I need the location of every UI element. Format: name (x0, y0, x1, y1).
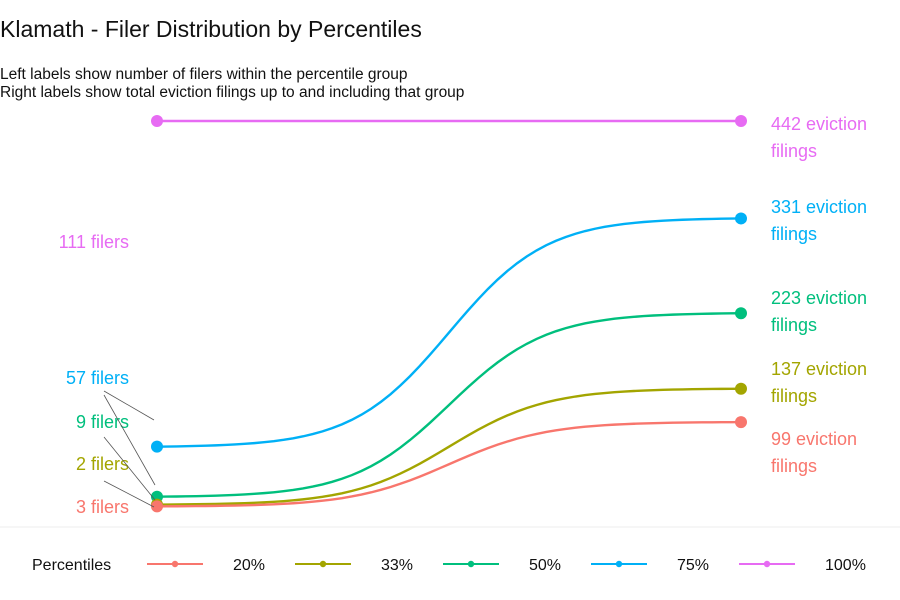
right-label-75-line-1: 331 eviction (771, 197, 867, 217)
legend-key-point-20 (171, 560, 179, 568)
left-label-100: 111 filers (59, 232, 129, 252)
leader-line-33 (103, 436, 156, 501)
legend-label-75: 75% (677, 557, 709, 574)
legend-label-33: 33% (381, 557, 413, 574)
subtitle-line-1: Left labels show number of filers within… (0, 66, 408, 83)
legend-label-50: 50% (529, 557, 561, 574)
legend-key-point-50 (467, 560, 475, 568)
right-label-33-line-2: filings (771, 386, 817, 406)
point-right-75 (735, 212, 747, 225)
right-label-33-line-1: 137 eviction (771, 359, 867, 379)
right-label-75-line-2: filings (771, 224, 817, 244)
chart-title: Klamath - Filer Distribution by Percenti… (0, 16, 422, 42)
point-left-100 (151, 115, 163, 127)
subtitle-line-2: Right labels show total eviction filings… (0, 84, 465, 101)
right-label-20-line-1: 99 eviction (771, 429, 857, 449)
series-line-33 (156, 387, 742, 506)
legend-key-point-75 (615, 560, 623, 568)
point-right-100 (735, 115, 747, 127)
left-label-50: 9 filers (76, 412, 129, 432)
chart-subtitle: Left labels show number of filers within… (0, 66, 464, 102)
leader-line-50 (103, 394, 156, 486)
series-line-20 (156, 420, 742, 508)
series-line-50 (156, 312, 742, 498)
legend-key-point-100 (763, 560, 771, 568)
point-right-20 (735, 416, 747, 429)
point-left-75 (151, 440, 163, 453)
legend-label-20: 20% (233, 557, 265, 574)
left-label-75: 57 filers (66, 368, 129, 388)
point-left-20 (151, 500, 163, 513)
legend-label-100: 100% (825, 557, 866, 574)
right-label-50-line-1: 223 eviction (771, 288, 867, 308)
legend-key-point-33 (319, 560, 327, 568)
leader-line-75 (103, 390, 155, 421)
point-right-33 (735, 382, 747, 395)
right-label-50-line-2: filings (771, 315, 817, 335)
legend-title: Percentiles (32, 557, 111, 574)
point-right-50 (735, 307, 747, 320)
right-label-100-line-1: 442 eviction (771, 114, 867, 134)
left-label-33: 2 filers (76, 454, 129, 474)
series-line-75 (156, 217, 742, 448)
right-label-20-line-2: filings (771, 456, 817, 476)
leader-line-20 (103, 480, 155, 508)
left-label-20: 3 filers (76, 497, 129, 517)
right-label-100-line-2: filings (771, 141, 817, 161)
